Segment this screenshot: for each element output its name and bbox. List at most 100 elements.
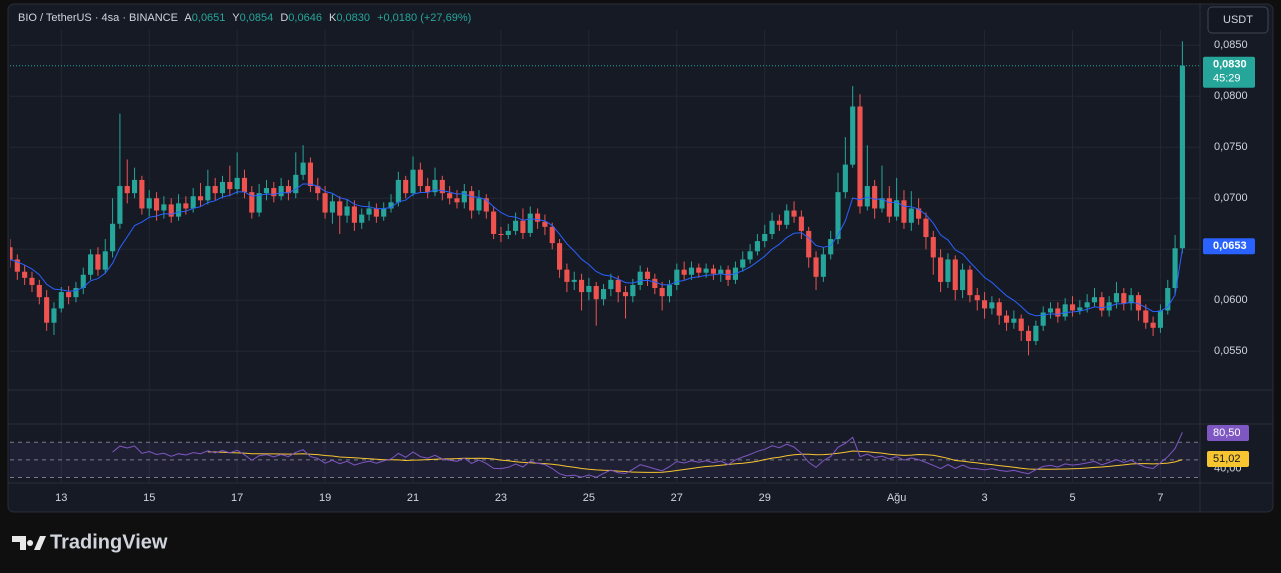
- candle-body: [373, 208, 379, 217]
- candle-body: [659, 288, 665, 297]
- candle-body: [285, 186, 292, 194]
- candle-body: [652, 278, 658, 289]
- close-label: K: [329, 12, 337, 24]
- candle-body: [469, 191, 475, 211]
- candle-body: [337, 201, 343, 216]
- candle-body: [110, 223, 116, 252]
- rsi-ma-line: [207, 450, 1183, 473]
- candle-body: [886, 198, 892, 217]
- candle-body: [168, 204, 174, 217]
- rsi-tag: [1207, 425, 1249, 442]
- candle-body: [1011, 318, 1017, 323]
- candle-body: [798, 216, 804, 231]
- candle-body: [95, 254, 101, 270]
- candle-body: [1018, 318, 1024, 331]
- candle-body: [806, 230, 812, 258]
- candle-body: [1135, 295, 1142, 311]
- candle-body: [212, 186, 218, 194]
- currency-button[interactable]: USDT: [1207, 6, 1269, 34]
- brand-name: TradingView: [50, 531, 168, 553]
- candle-body: [908, 208, 914, 223]
- candle-body: [219, 181, 226, 194]
- candle-body: [461, 191, 467, 203]
- candle-body: [1003, 315, 1010, 323]
- x-tick-label: 5: [1069, 492, 1075, 504]
- candle-body: [58, 292, 64, 309]
- candle-body: [139, 179, 145, 209]
- y-tick-label: 0,0800: [1214, 90, 1248, 102]
- candle-body: [520, 220, 526, 233]
- candle-body: [271, 188, 277, 197]
- candle-body: [80, 274, 86, 289]
- candle-body: [1091, 297, 1098, 303]
- candle-body: [644, 271, 651, 279]
- candle-body: [842, 164, 848, 193]
- candle-body: [630, 284, 636, 297]
- candles: [10, 41, 1200, 356]
- candle-body: [938, 257, 944, 282]
- candle-body: [608, 279, 614, 290]
- candle-body: [256, 193, 262, 213]
- candle-body: [51, 308, 57, 323]
- y-tick-label: 0,0850: [1214, 39, 1248, 51]
- last-price-label: 0,0830: [1213, 59, 1247, 71]
- candle-body: [395, 179, 401, 203]
- candle-body: [73, 288, 79, 298]
- candle-body: [945, 259, 951, 282]
- candle-body: [344, 206, 350, 216]
- candle-body: [505, 230, 511, 235]
- candle-body: [22, 271, 28, 278]
- candle-body: [234, 177, 240, 190]
- candle-body: [813, 257, 819, 277]
- candle-body: [754, 241, 760, 252]
- candle-body: [278, 186, 284, 197]
- candle-body: [710, 268, 717, 274]
- candle-body: [1121, 293, 1127, 304]
- candle-body: [820, 254, 826, 277]
- candle-body: [153, 198, 160, 211]
- candle-body: [102, 251, 108, 270]
- candle-body: [740, 259, 746, 268]
- candle-body: [88, 254, 94, 275]
- candle-body: [1113, 293, 1120, 303]
- change-value: +0,0180 (+27,69%): [377, 12, 471, 24]
- candle-body: [696, 267, 702, 273]
- x-tick-label: 17: [231, 492, 243, 504]
- y-tick-label: 0,0750: [1214, 141, 1248, 153]
- candle-body: [10, 247, 13, 260]
- x-tick-label: 21: [407, 492, 419, 504]
- candle-body: [666, 284, 673, 297]
- candle-body: [864, 186, 870, 207]
- y-tick-label: 0,0700: [1214, 192, 1248, 204]
- x-tick-label: Ağu: [887, 492, 907, 504]
- candle-body: [989, 302, 995, 309]
- candle-body: [674, 269, 680, 285]
- rsi-ma-tag: [1207, 450, 1249, 467]
- candle-body: [183, 203, 189, 209]
- candle-body: [197, 196, 204, 201]
- candle-body: [578, 279, 585, 293]
- candle-body: [901, 200, 907, 223]
- currency-button-frame[interactable]: [1207, 6, 1269, 34]
- candle-body: [557, 243, 563, 270]
- candle-body: [872, 186, 878, 209]
- candle-body: [1150, 322, 1156, 328]
- candle-body: [549, 226, 555, 244]
- x-tick-label: 7: [1157, 492, 1163, 504]
- brand-icon: [12, 536, 46, 550]
- candle-body: [1062, 304, 1068, 317]
- candle-body: [36, 284, 42, 298]
- candle-body: [857, 106, 863, 207]
- candle-body: [359, 214, 365, 223]
- symbol: BIO / TetherUS · 4sa · BINANCE: [18, 12, 178, 24]
- candle-body: [1172, 248, 1178, 289]
- candle-body: [1084, 302, 1090, 308]
- y-tick-label: 0,0600: [1214, 294, 1248, 306]
- candle-body: [600, 289, 607, 300]
- high-value: 0,0854: [240, 12, 274, 24]
- candle-body: [791, 210, 797, 217]
- candle-body: [117, 186, 123, 224]
- candle-body: [241, 177, 248, 193]
- rsi-pane: [10, 432, 1200, 479]
- currency-button-label[interactable]: USDT: [1223, 14, 1253, 26]
